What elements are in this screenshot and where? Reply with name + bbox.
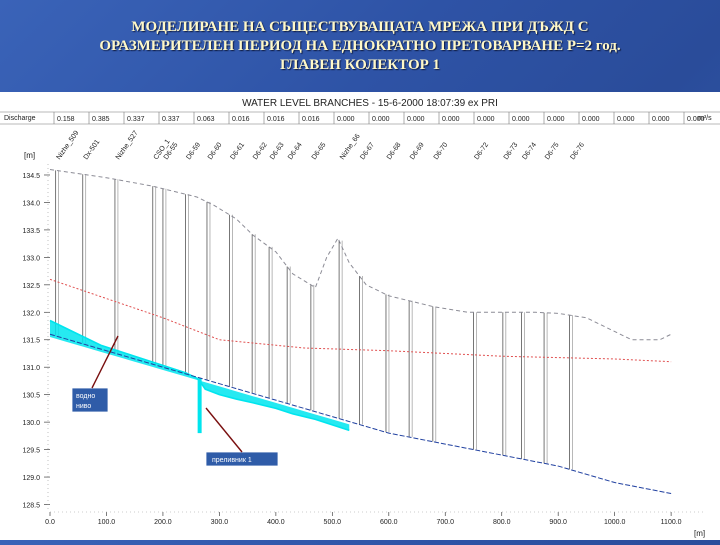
node-label: D6-67 [359,141,376,161]
x-tick-label: 0.0 [45,519,55,526]
discharge-value: 0.000 [687,116,705,123]
node-label: D6-68 [386,141,403,161]
x-tick-label: 500.0 [324,519,342,526]
node-label: D6-63 [269,141,286,161]
node-label: D6-70 [433,141,450,161]
y-tick-label: 129.5 [22,448,40,455]
series-line-ground-level [49,168,672,341]
node-label: D6-76 [569,141,586,161]
discharge-value: 0.337 [162,116,180,123]
discharge-value: 0.000 [652,116,670,123]
x-tick-label: 600.0 [380,519,398,526]
x-tick-label: 400.0 [267,519,285,526]
node-label: D6-59 [185,141,202,161]
node-label: Nizhe_527 [115,130,140,162]
node-label: D6-73 [503,141,520,161]
slide-title: МОДЕЛИРАНЕ НА СЪЩЕСТВУВАЩАТА МРЕЖА ПРИ Д… [0,18,720,75]
y-tick-label: 131.5 [22,338,40,345]
discharge-value: 0.016 [267,116,285,123]
discharge-value: 0.385 [92,116,110,123]
node-label: D6-74 [521,141,538,161]
y-tick-label: 133.5 [22,228,40,235]
y-tick-label: 131.0 [22,365,40,372]
x-tick-label: 300.0 [211,519,229,526]
node-label: Nizhe_509 [56,130,81,162]
discharge-value: 0.000 [442,116,460,123]
x-tick-label: 1000.0 [604,519,626,526]
discharge-value: 0.000 [617,116,635,123]
node-label: D6-64 [287,141,304,161]
x-axis-unit: [m] [694,529,705,538]
annotation-overflow-label: преливник 1 [212,457,252,464]
x-tick-label: 800.0 [493,519,511,526]
y-tick-label: 130.5 [22,393,40,400]
node-label: D6-72 [473,141,490,161]
x-tick-label: 1100.0 [661,519,682,526]
annotation-arrow-overflow [205,407,243,453]
y-axis-unit: [m] [24,151,35,160]
x-tick-label: 200.0 [154,519,172,526]
slide-title-line-2: ОРАЗМЕРИТЕЛЕН ПЕРИОД НА ЕДНОКРАТНО ПРЕТО… [99,38,621,54]
discharge-value: 0.016 [232,116,250,123]
discharge-value: 0.000 [512,116,530,123]
discharge-unit: m³/s [698,115,712,122]
node-label: D6-60 [207,141,224,161]
node-label: D6-75 [544,141,561,161]
discharge-value: 0.000 [407,116,425,123]
discharge-label: Discharge [4,115,36,122]
y-tick-label: 132.0 [22,310,40,317]
chart-panel: WATER LEVEL BRANCHES - 15-6-2000 18:07:3… [0,92,720,540]
y-tick-label: 134.5 [22,173,40,180]
node-label: D6-65 [311,141,328,161]
y-tick-label: 129.0 [22,475,40,482]
discharge-value: 0.000 [582,116,600,123]
node-label: Dx-501 [83,139,102,162]
slide-title-line-1: МОДЕЛИРАНЕ НА СЪЩЕСТВУВАЩАТА МРЕЖА ПРИ Д… [131,19,589,35]
x-tick-label: 700.0 [436,519,454,526]
annotation-box-water [71,387,109,413]
y-tick-label: 134.0 [22,200,40,207]
x-tick-label: 900.0 [549,519,567,526]
y-tick-label: 132.5 [22,283,40,290]
series-line-water-level [49,319,350,432]
series-line-crown-level [49,278,672,363]
node-label: D6-69 [409,141,426,161]
slide-title-line-3: ГЛАВЕН КОЛЕКТОР 1 [279,57,441,73]
node-label: D6-62 [252,141,269,161]
discharge-value: 0.000 [477,116,495,123]
discharge-value: 0.016 [302,116,320,123]
water-level-band [50,320,350,431]
overflow-drop [197,378,202,434]
x-tick-label: 100.0 [98,519,116,526]
discharge-value: 0.000 [337,116,355,123]
y-tick-label: 133.0 [22,255,40,262]
discharge-value: 0.000 [547,116,565,123]
y-tick-label: 130.0 [22,420,40,427]
annotation-water-line2: ниво [76,403,91,410]
discharge-value: 0.000 [372,116,390,123]
y-tick-label: 128.5 [22,503,40,510]
annotation-arrow-water [91,335,119,389]
discharge-value: 0.337 [127,116,145,123]
discharge-value: 0.063 [197,116,215,123]
node-label: D6-61 [229,141,246,161]
chart-title: WATER LEVEL BRANCHES - 15-6-2000 18:07:3… [242,98,498,109]
annotation-water-line1: водно [76,393,95,400]
water-level-chart: WATER LEVEL BRANCHES - 15-6-2000 18:07:3… [0,98,720,538]
discharge-value: 0.158 [57,116,75,123]
series-line-invert-level [49,333,672,495]
